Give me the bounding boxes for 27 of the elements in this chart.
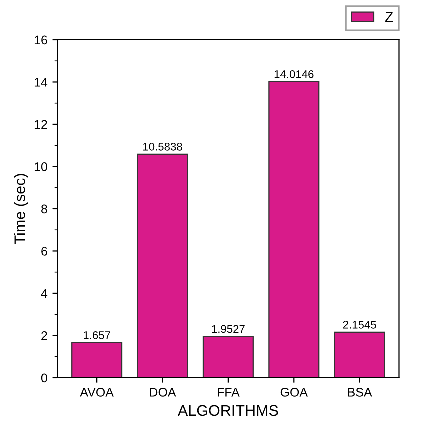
data-label: 10.5838: [144, 142, 182, 151]
x-tick-label: AVOA: [80, 388, 114, 397]
bar: [202, 336, 254, 378]
data-label: 1.657: [84, 332, 110, 340]
data-label: 1.9527: [212, 325, 245, 334]
y-tick-label: 4: [41, 289, 48, 298]
x-tick-label: BSA: [348, 388, 372, 397]
x-tick-label: GOA: [280, 388, 308, 397]
y-tick-label: 12: [34, 120, 48, 130]
x-tick-label: DOA: [150, 388, 176, 397]
y-tick-label: 2: [42, 332, 48, 340]
x-axis-title: ALGORITHMS: [178, 405, 278, 416]
y-tick-label: 14: [34, 78, 48, 87]
y-tick-label: 16: [34, 36, 48, 45]
bar: [268, 81, 320, 378]
x-tick-label: FFA: [218, 388, 240, 397]
y-tick-label: 8: [42, 204, 48, 214]
y-tick-label: 10: [34, 162, 48, 172]
y-tick-label: 6: [42, 247, 48, 256]
data-label: 14.0146: [274, 70, 314, 78]
bar: [137, 154, 188, 378]
legend-label: Z: [386, 12, 394, 22]
data-label: 2.1545: [343, 321, 376, 329]
y-tick-label: 0: [41, 374, 48, 383]
bar: [334, 332, 386, 378]
y-axis-title: Time (sec): [14, 174, 28, 244]
bar: [72, 342, 123, 378]
